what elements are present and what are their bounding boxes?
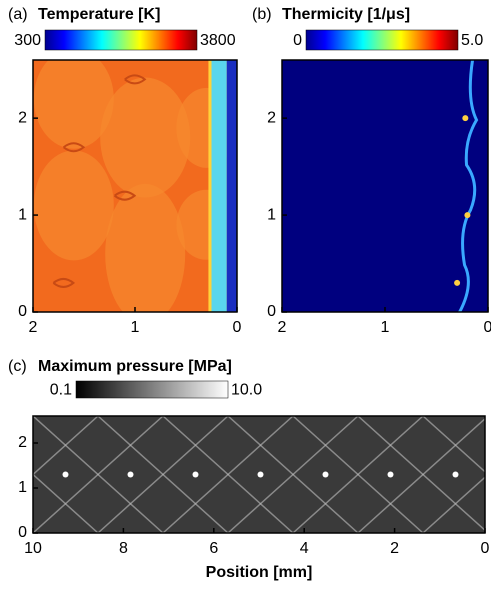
y-tick-label: 2 <box>18 434 27 451</box>
cell-track <box>227 416 359 533</box>
x-tick-label: 0 <box>481 540 490 557</box>
y-tick-label: 1 <box>18 479 27 496</box>
panel-label: (b) <box>252 6 272 23</box>
field <box>226 60 237 312</box>
x-tick-label: 1 <box>381 319 390 336</box>
field-structure <box>113 190 137 201</box>
cell-track <box>33 416 99 476</box>
field <box>211 60 227 312</box>
plot-frame <box>32 415 486 534</box>
field-structure <box>33 150 114 261</box>
cell-track <box>33 473 99 533</box>
panel-label: (a) <box>8 6 28 23</box>
y-tick-label: 1 <box>267 206 276 223</box>
front <box>457 60 479 312</box>
x-tick-label: 2 <box>390 540 399 557</box>
field-structure <box>52 277 76 288</box>
field-structure <box>124 74 147 85</box>
x-tick-label: 6 <box>209 540 218 557</box>
heatmap <box>33 60 237 312</box>
cell-track <box>97 416 229 533</box>
field-structure <box>33 60 114 149</box>
y-tick-label: 1 <box>18 206 27 223</box>
y-tick-label: 0 <box>18 303 27 320</box>
colorbar-tick-label: 300 <box>14 32 41 49</box>
cell-track <box>292 416 424 533</box>
panel-title: Thermicity [1/μs] <box>282 6 410 23</box>
cell-track <box>33 531 34 533</box>
triple-point <box>387 471 394 478</box>
colorbar-tick-label: 0 <box>293 32 302 49</box>
triple-point <box>62 471 69 478</box>
colorbar-tick-label: 0.1 <box>50 382 72 399</box>
triple-point <box>192 471 199 478</box>
y-tick-label: 2 <box>267 109 276 126</box>
hot-spot <box>464 212 471 219</box>
colorbar-tick-label: 3800 <box>200 32 236 49</box>
cell-track <box>357 416 485 532</box>
field-structure <box>105 183 186 312</box>
y-tick-label: 2 <box>18 109 27 126</box>
cell-track <box>162 416 294 533</box>
x-tick-label: 2 <box>29 319 38 336</box>
y-tick-label: 0 <box>18 524 27 541</box>
heatmap <box>282 60 488 312</box>
colorbar <box>75 380 229 399</box>
x-tick-label: 8 <box>119 540 128 557</box>
triple-point <box>257 471 264 478</box>
field-structure <box>100 77 191 198</box>
panel-title: Maximum pressure [MPa] <box>38 358 232 375</box>
triple-point <box>322 471 329 478</box>
x-tick-label: 1 <box>131 319 140 336</box>
field-structure <box>62 142 86 153</box>
colorbar-tick-label: 5.0 <box>461 32 483 49</box>
cell-track <box>33 416 34 418</box>
colorbar <box>305 29 459 51</box>
x-tick-label: 10 <box>24 540 42 557</box>
triple-point <box>127 471 134 478</box>
hot-spot <box>462 115 469 122</box>
x-tick-label: 4 <box>300 540 309 557</box>
colorbar-tick-label: 10.0 <box>231 382 262 399</box>
colorbar <box>44 29 198 51</box>
triple-point <box>452 471 459 478</box>
hot-spot <box>454 279 461 286</box>
x-tick-label: 0 <box>233 319 242 336</box>
panel-title: Temperature [K] <box>38 6 160 23</box>
field <box>282 60 488 312</box>
x-tick-label: 2 <box>278 319 287 336</box>
x-axis-label: Position [mm] <box>206 564 313 581</box>
panel-label: (c) <box>8 358 27 375</box>
cell-track <box>422 476 485 533</box>
x-tick-label: 0 <box>484 319 491 336</box>
cell-track <box>422 416 485 473</box>
heatmap <box>33 416 485 533</box>
y-tick-label: 0 <box>267 303 276 320</box>
cell-track <box>33 416 164 533</box>
